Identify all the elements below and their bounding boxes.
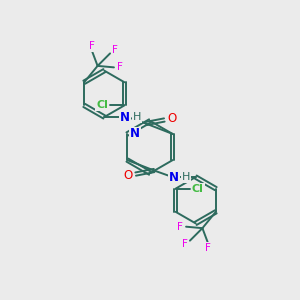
Text: H: H xyxy=(182,172,190,182)
Text: N: N xyxy=(120,110,130,124)
Text: F: F xyxy=(205,243,211,253)
Text: N: N xyxy=(130,128,140,140)
Text: F: F xyxy=(89,41,95,51)
Text: H: H xyxy=(133,112,141,122)
Text: O: O xyxy=(167,112,176,125)
Text: N: N xyxy=(169,170,179,184)
Text: F: F xyxy=(177,222,183,232)
Text: F: F xyxy=(112,45,118,55)
Text: Cl: Cl xyxy=(192,184,204,194)
Text: F: F xyxy=(117,62,123,72)
Text: F: F xyxy=(182,239,188,249)
Text: O: O xyxy=(124,169,133,182)
Text: Cl: Cl xyxy=(96,100,108,110)
